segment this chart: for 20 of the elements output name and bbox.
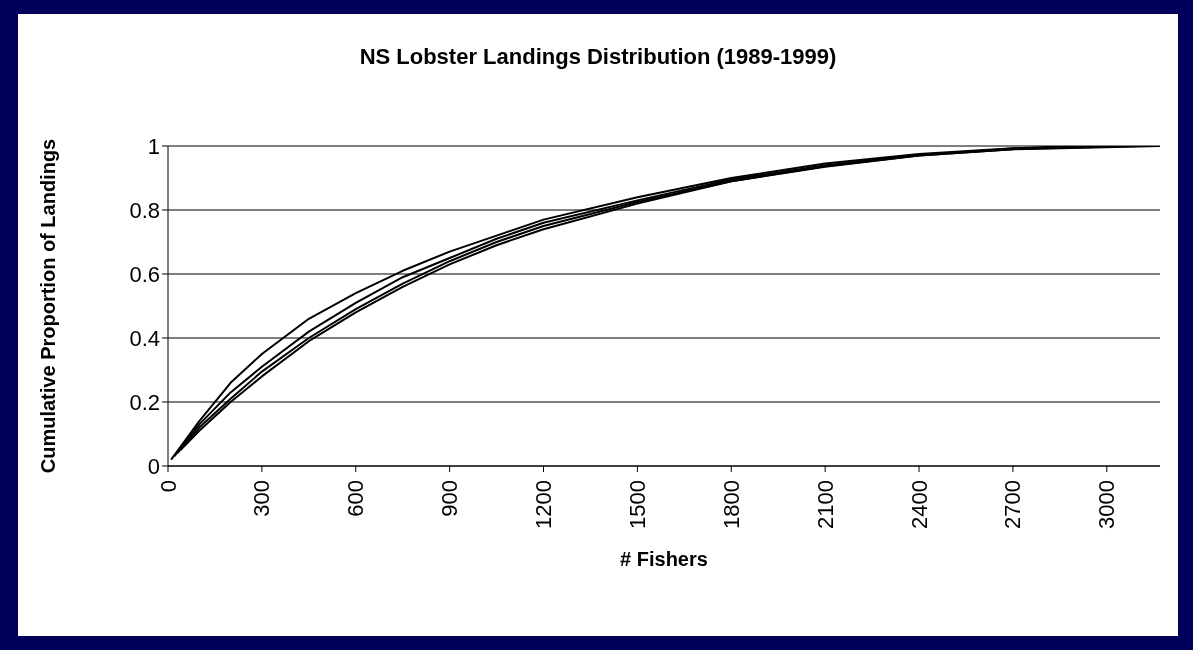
x-tick-label: 1500 (624, 480, 650, 529)
chart-title: NS Lobster Landings Distribution (1989-1999) (358, 44, 838, 70)
x-tick-label: 2400 (906, 480, 932, 529)
y-tick-label: 0.4 (129, 325, 160, 351)
y-axis-title: Cumulative Proportion of Landings (37, 138, 60, 474)
y-tick-label: 0 (147, 453, 160, 479)
x-tick-label: 1800 (718, 480, 744, 529)
x-tick-label: 2700 (1000, 480, 1026, 529)
x-tick-label: 300 (249, 480, 275, 517)
y-tick-label: 0.8 (129, 197, 160, 223)
y-tick-label: 0.6 (129, 261, 160, 287)
x-tick-label: 900 (437, 480, 463, 517)
x-tick-label: 2100 (812, 480, 838, 529)
x-tick-label: 1200 (531, 480, 557, 529)
y-tick-label: 0.2 (129, 389, 160, 415)
x-tick-label: 0 (155, 480, 181, 493)
x-tick-label: 600 (343, 480, 369, 517)
y-tick-label: 1 (147, 133, 160, 159)
x-axis-title: # Fishers (620, 548, 708, 570)
x-tick-label: 3000 (1094, 480, 1120, 529)
